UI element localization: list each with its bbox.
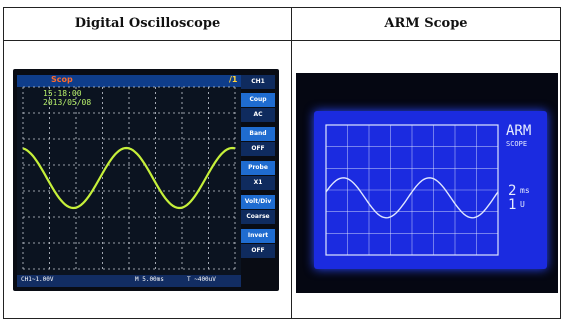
osc-screen: Scop /1 15:18:00 2013/05/08	[17, 75, 245, 275]
osc-date: 2013/05/08	[43, 98, 92, 107]
comparison-table: Digital Oscilloscope ARM Scope	[3, 7, 561, 319]
side-item-ac: AC	[241, 108, 275, 122]
osc-timebase-readout: M 5.00ms	[135, 276, 164, 283]
osc-time: 15:18:00	[43, 89, 82, 98]
arm-time-unit: ms	[520, 186, 530, 195]
arm-grid-and-wave	[325, 124, 499, 256]
osc-trigger-label: /1	[229, 75, 238, 84]
arm-subtitle: SCOPE	[506, 140, 528, 148]
arm-volt-value: 1	[508, 197, 517, 213]
column-divider	[291, 8, 292, 318]
side-item-invert: Invert	[241, 229, 275, 243]
side-item-coup: Coup	[241, 93, 275, 107]
arm-lcd-panel: ARM SCOPE 2 ms 1 U	[314, 111, 547, 269]
digital-oscilloscope-photo: Scop /1 15:18:00 2013/05/08 CH1 Coup AC …	[13, 69, 279, 291]
side-item-ch1: CH1	[241, 75, 275, 89]
osc-trigger-readout: T ~400uV	[187, 276, 216, 283]
osc-sine-wave	[22, 146, 236, 210]
arm-volt-unit: U	[520, 200, 525, 209]
side-item-volt-div: Volt/Div	[241, 195, 275, 209]
side-item-x1: X1	[241, 176, 275, 190]
side-item-band-off: OFF	[241, 142, 275, 156]
osc-top-label: Scop	[51, 75, 73, 84]
side-item-coarse: Coarse	[241, 210, 275, 224]
arm-title: ARM	[506, 123, 532, 139]
arm-scope-photo: ARM SCOPE 2 ms 1 U	[296, 73, 558, 293]
header-arm-scope: ARM Scope	[384, 16, 468, 31]
osc-bottom-bar: CH1~1.00V M 5.00ms T ~400uV	[17, 275, 241, 287]
arm-time-value: 2	[508, 183, 517, 199]
header-divider	[4, 40, 560, 41]
side-item-probe: Probe	[241, 161, 275, 175]
arm-waveform	[325, 177, 499, 219]
side-item-invert-off: OFF	[241, 244, 275, 258]
osc-side-menu: CH1 Coup AC Band OFF Probe X1 Volt/Div C…	[241, 75, 275, 279]
header-digital-oscilloscope: Digital Oscilloscope	[74, 16, 221, 31]
side-item-band: Band	[241, 127, 275, 141]
osc-grid-and-wave	[22, 86, 236, 270]
osc-top-bar: Scop /1	[17, 75, 245, 87]
osc-ch1-readout: CH1~1.00V	[21, 276, 54, 283]
